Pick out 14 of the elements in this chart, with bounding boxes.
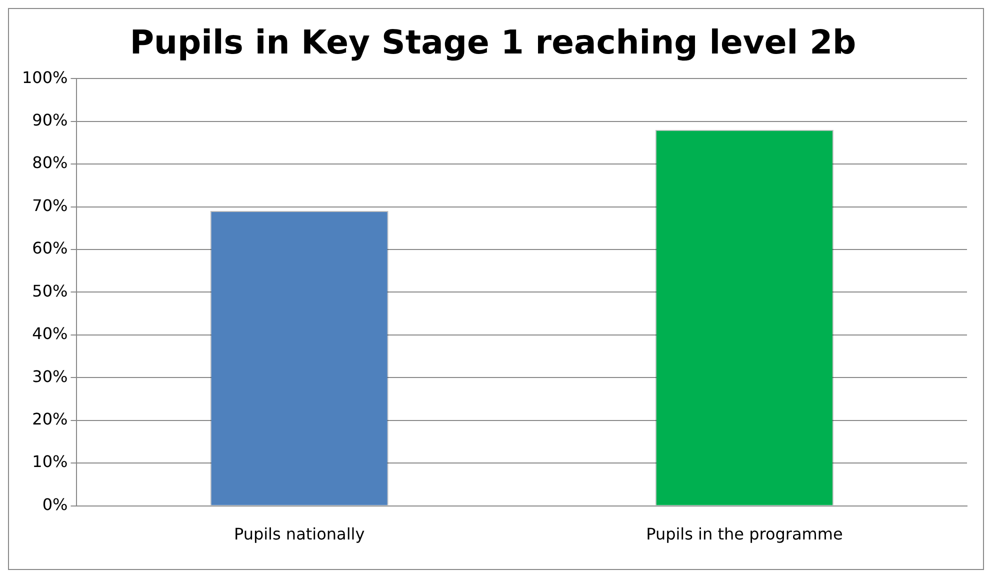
y-tick-label: 60%: [32, 238, 68, 258]
chart-title: Pupils in Key Stage 1 reaching level 2b: [130, 22, 856, 62]
y-tick-label: 50%: [32, 281, 68, 300]
y-tick-label: 40%: [32, 324, 68, 344]
y-tick-label: 90%: [32, 110, 68, 130]
y-tick-label: 30%: [32, 366, 68, 386]
x-tick-label: Pupils nationally: [234, 524, 365, 544]
y-tick-label: 80%: [32, 153, 68, 172]
y-tick-label: 10%: [32, 452, 68, 472]
x-tick-label: Pupils in the programme: [646, 524, 843, 544]
y-tick-label: 20%: [32, 410, 68, 429]
y-tick-label: 100%: [22, 68, 68, 87]
y-tick-label: 70%: [32, 196, 68, 215]
y-tick-label: 0%: [42, 494, 68, 514]
